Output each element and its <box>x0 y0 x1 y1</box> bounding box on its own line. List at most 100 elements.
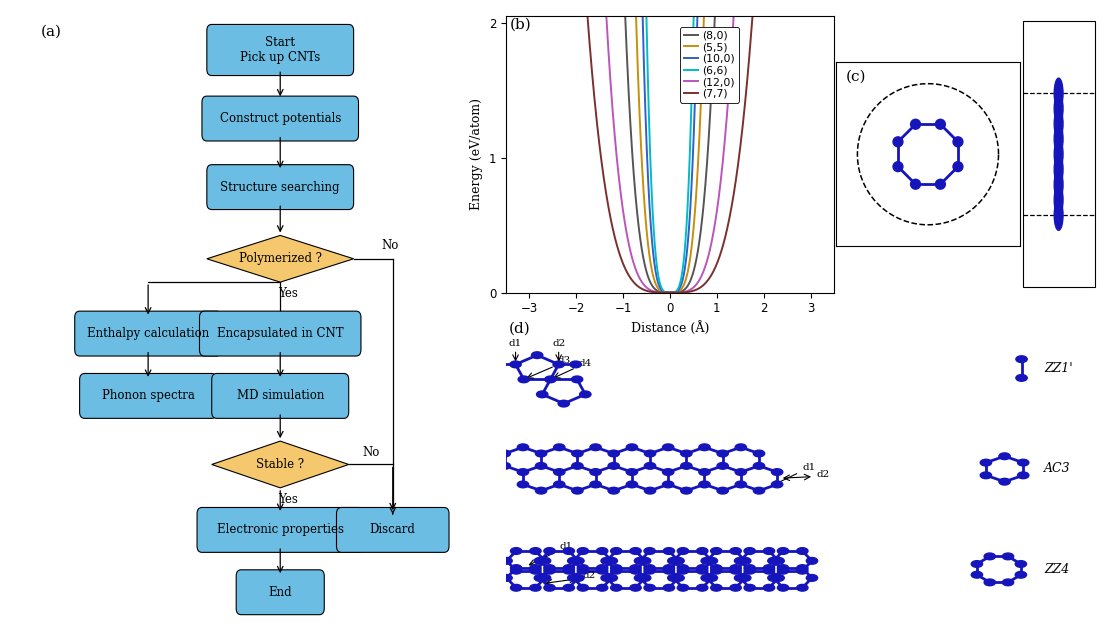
(5,5) <box>818 5 832 13</box>
Circle shape <box>626 481 637 488</box>
(10,0) <box>818 5 832 13</box>
Circle shape <box>510 361 522 368</box>
Circle shape <box>572 376 583 383</box>
Circle shape <box>629 548 642 555</box>
Circle shape <box>535 462 547 469</box>
Text: d1: d1 <box>559 542 573 551</box>
Circle shape <box>572 487 583 494</box>
Circle shape <box>553 361 565 368</box>
(12,0) <box>499 5 513 13</box>
Circle shape <box>1054 154 1063 184</box>
Circle shape <box>763 565 775 571</box>
Circle shape <box>644 462 656 469</box>
(10,0) <box>651 273 664 281</box>
Circle shape <box>677 548 688 555</box>
(6,6) <box>663 289 676 296</box>
Circle shape <box>667 574 679 581</box>
Circle shape <box>529 565 542 571</box>
(10,0) <box>827 5 841 13</box>
Circle shape <box>984 579 995 586</box>
Circle shape <box>681 487 692 494</box>
Circle shape <box>563 548 575 555</box>
FancyBboxPatch shape <box>75 311 221 356</box>
Text: d3: d3 <box>558 356 572 365</box>
(12,0) <box>651 288 664 296</box>
Circle shape <box>663 444 674 451</box>
Circle shape <box>677 565 688 571</box>
(12,0) <box>817 5 831 13</box>
Circle shape <box>499 450 510 457</box>
Text: Enthalpy calculation: Enthalpy calculation <box>87 327 209 340</box>
Circle shape <box>573 558 584 564</box>
FancyBboxPatch shape <box>199 311 361 356</box>
Text: d2: d2 <box>552 339 565 348</box>
Circle shape <box>1016 375 1027 381</box>
Circle shape <box>572 450 583 457</box>
Circle shape <box>517 481 528 488</box>
Circle shape <box>1017 472 1029 479</box>
Circle shape <box>626 469 637 475</box>
Circle shape <box>663 469 674 475</box>
Text: Start
Pick up CNTs: Start Pick up CNTs <box>240 36 320 64</box>
(6,6) <box>499 5 513 13</box>
Circle shape <box>554 481 565 488</box>
(5,5) <box>817 5 831 13</box>
(6,6) <box>818 5 832 13</box>
Circle shape <box>579 391 590 398</box>
FancyBboxPatch shape <box>207 24 354 76</box>
Circle shape <box>796 565 808 571</box>
Text: ZZ4: ZZ4 <box>1044 563 1070 576</box>
Circle shape <box>563 584 575 591</box>
Circle shape <box>1016 356 1027 363</box>
Text: AC3: AC3 <box>1044 462 1071 476</box>
Text: Encapsulated in CNT: Encapsulated in CNT <box>217 327 344 340</box>
Circle shape <box>577 565 588 571</box>
Text: No: No <box>381 239 399 252</box>
Circle shape <box>717 450 728 457</box>
(10,0) <box>663 289 676 296</box>
Circle shape <box>777 548 788 555</box>
Text: d4: d4 <box>578 359 592 368</box>
Circle shape <box>773 558 784 564</box>
Circle shape <box>796 584 808 591</box>
Circle shape <box>744 565 755 571</box>
Circle shape <box>596 548 608 555</box>
Circle shape <box>532 352 543 359</box>
(6,6) <box>651 261 664 269</box>
Circle shape <box>681 462 692 469</box>
Circle shape <box>763 584 775 591</box>
Circle shape <box>567 558 579 564</box>
(10,0) <box>658 289 672 296</box>
Circle shape <box>767 558 780 564</box>
Polygon shape <box>207 235 354 282</box>
Circle shape <box>610 584 622 591</box>
(12,0) <box>658 289 672 296</box>
Circle shape <box>629 565 642 571</box>
Circle shape <box>763 548 775 555</box>
Circle shape <box>696 548 708 555</box>
Circle shape <box>981 472 992 479</box>
Circle shape <box>893 162 903 172</box>
Circle shape <box>644 450 656 457</box>
Circle shape <box>701 558 713 564</box>
Circle shape <box>1054 93 1063 124</box>
Circle shape <box>735 469 746 475</box>
Circle shape <box>663 567 675 574</box>
(12,0) <box>757 5 771 13</box>
(5,5) <box>663 289 676 296</box>
Circle shape <box>572 462 583 469</box>
Circle shape <box>1054 184 1063 215</box>
Circle shape <box>558 400 569 407</box>
Circle shape <box>639 574 651 581</box>
Circle shape <box>744 584 755 591</box>
Text: d2: d2 <box>817 469 830 478</box>
Circle shape <box>590 481 602 488</box>
Circle shape <box>1054 200 1063 230</box>
Text: Discard: Discard <box>370 523 416 536</box>
Text: Structure searching: Structure searching <box>220 181 340 193</box>
Circle shape <box>1002 553 1014 560</box>
Circle shape <box>600 574 613 581</box>
(8,0) <box>499 5 513 13</box>
Circle shape <box>729 584 742 591</box>
(12,0) <box>663 289 676 296</box>
